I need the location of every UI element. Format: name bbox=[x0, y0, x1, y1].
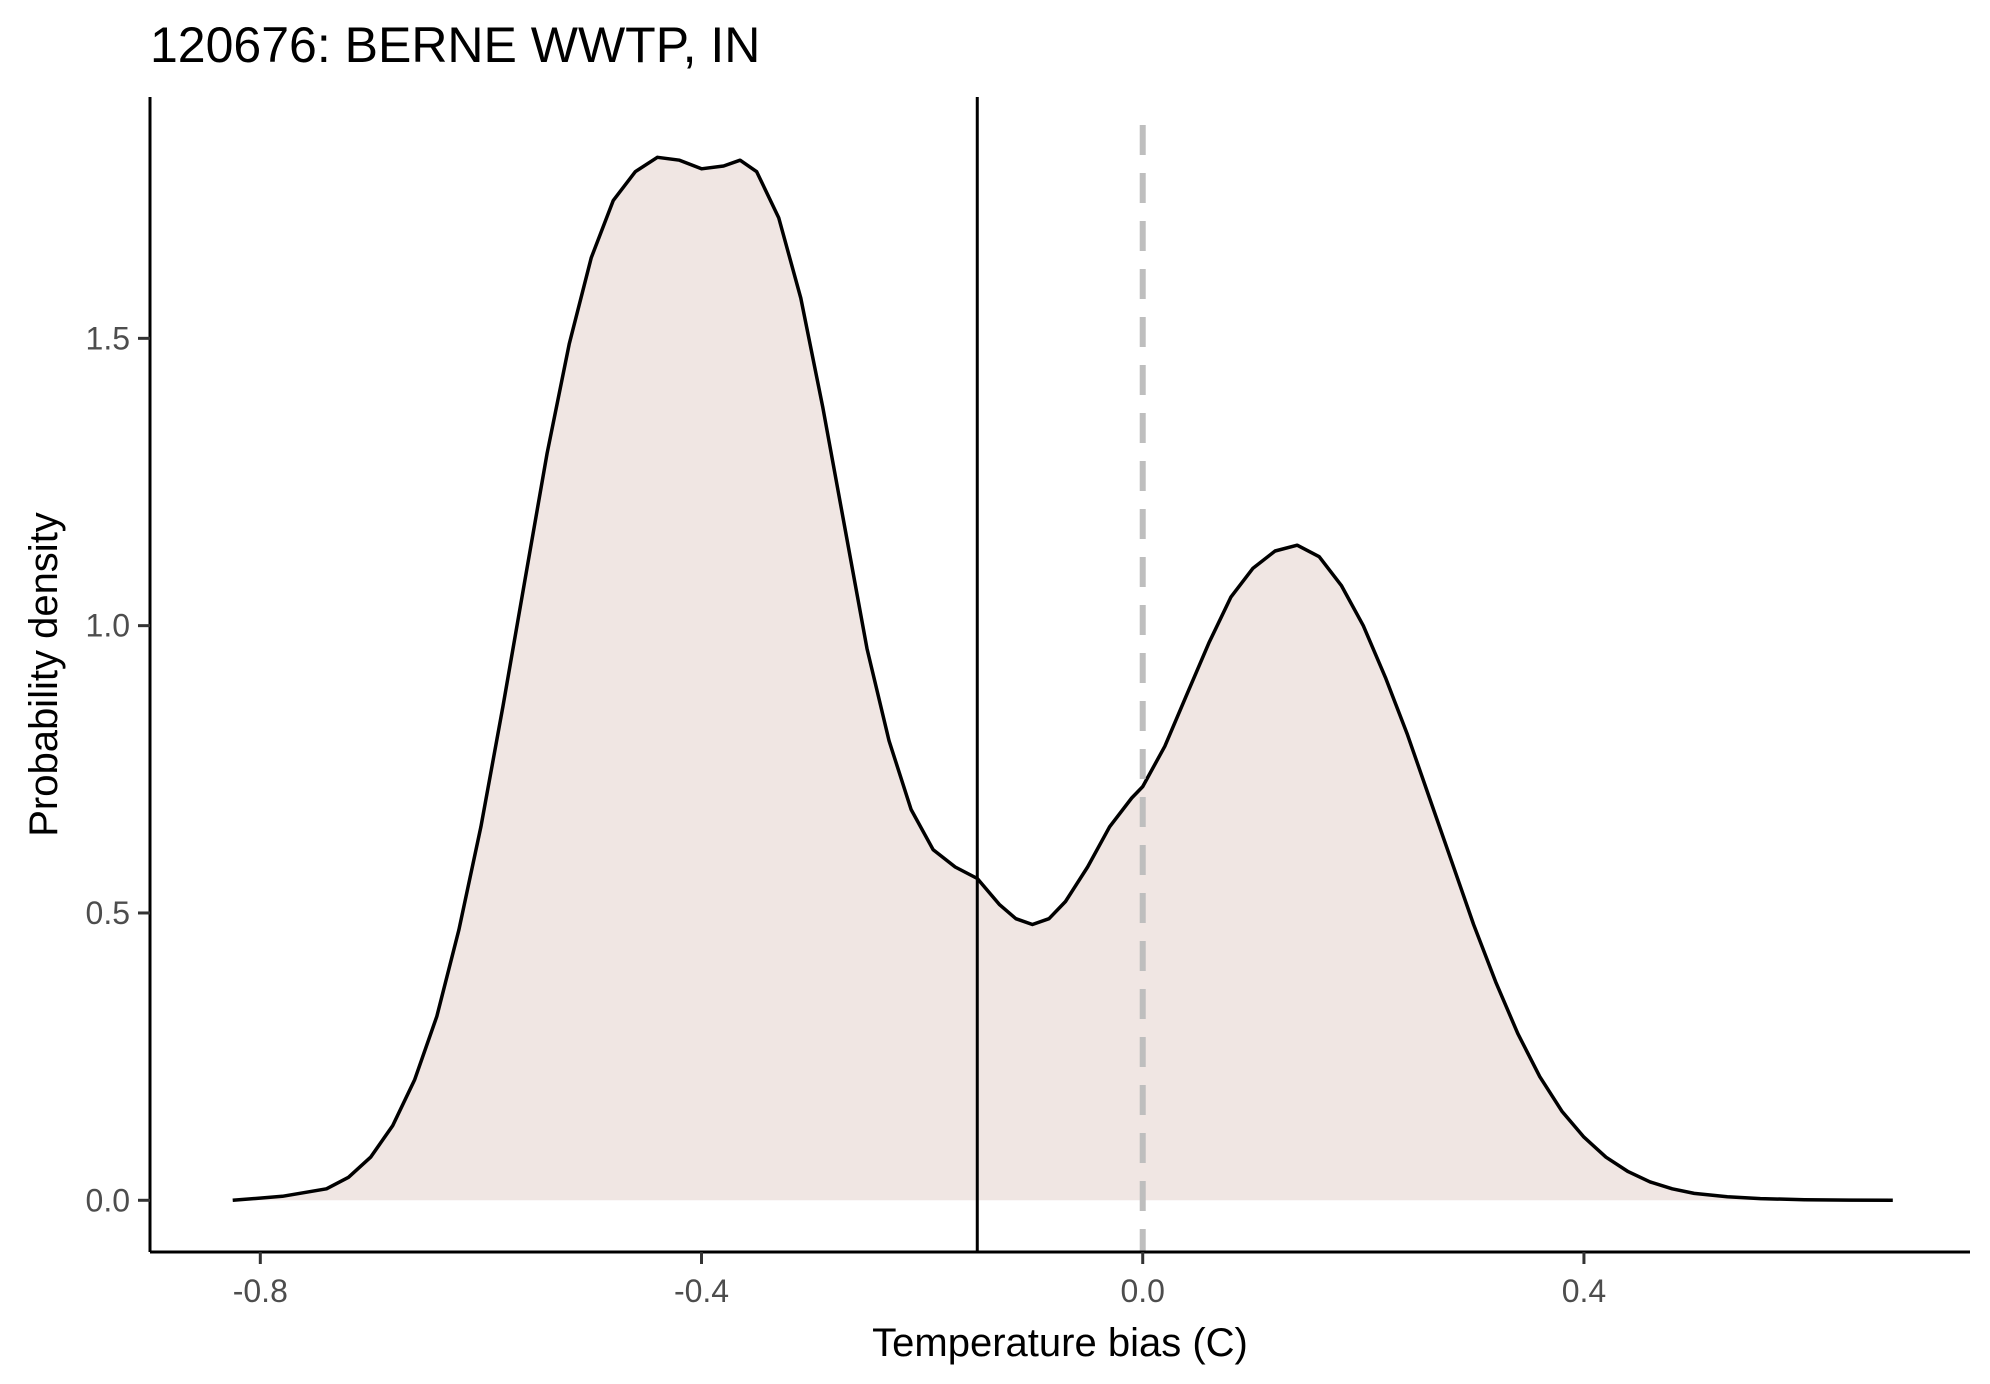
x-axis-label: Temperature bias (C) bbox=[872, 1321, 1248, 1365]
x-tick-label: 0.0 bbox=[1120, 1273, 1164, 1309]
density-curve bbox=[232, 155, 1893, 1203]
x-tick-label: 0.4 bbox=[1562, 1273, 1606, 1309]
x-tick-label: -0.4 bbox=[674, 1273, 729, 1309]
y-tick-label: 0.5 bbox=[86, 895, 130, 931]
y-tick-label: 1.5 bbox=[86, 320, 130, 356]
x-axis-ticks: -0.8 -0.4 0.0 0.4 bbox=[233, 1252, 1606, 1309]
y-axis-label: Probability density bbox=[22, 512, 66, 837]
y-axis-ticks: 0.0 0.5 1.0 1.5 bbox=[86, 320, 150, 1218]
y-tick-label: 0.0 bbox=[86, 1182, 130, 1218]
density-area-fill bbox=[232, 157, 1893, 1201]
plot-area bbox=[232, 97, 1893, 1252]
chart-title: 120676: BERNE WWTP, IN bbox=[150, 17, 760, 73]
x-tick-label: -0.8 bbox=[233, 1273, 288, 1309]
y-tick-label: 1.0 bbox=[86, 608, 130, 644]
